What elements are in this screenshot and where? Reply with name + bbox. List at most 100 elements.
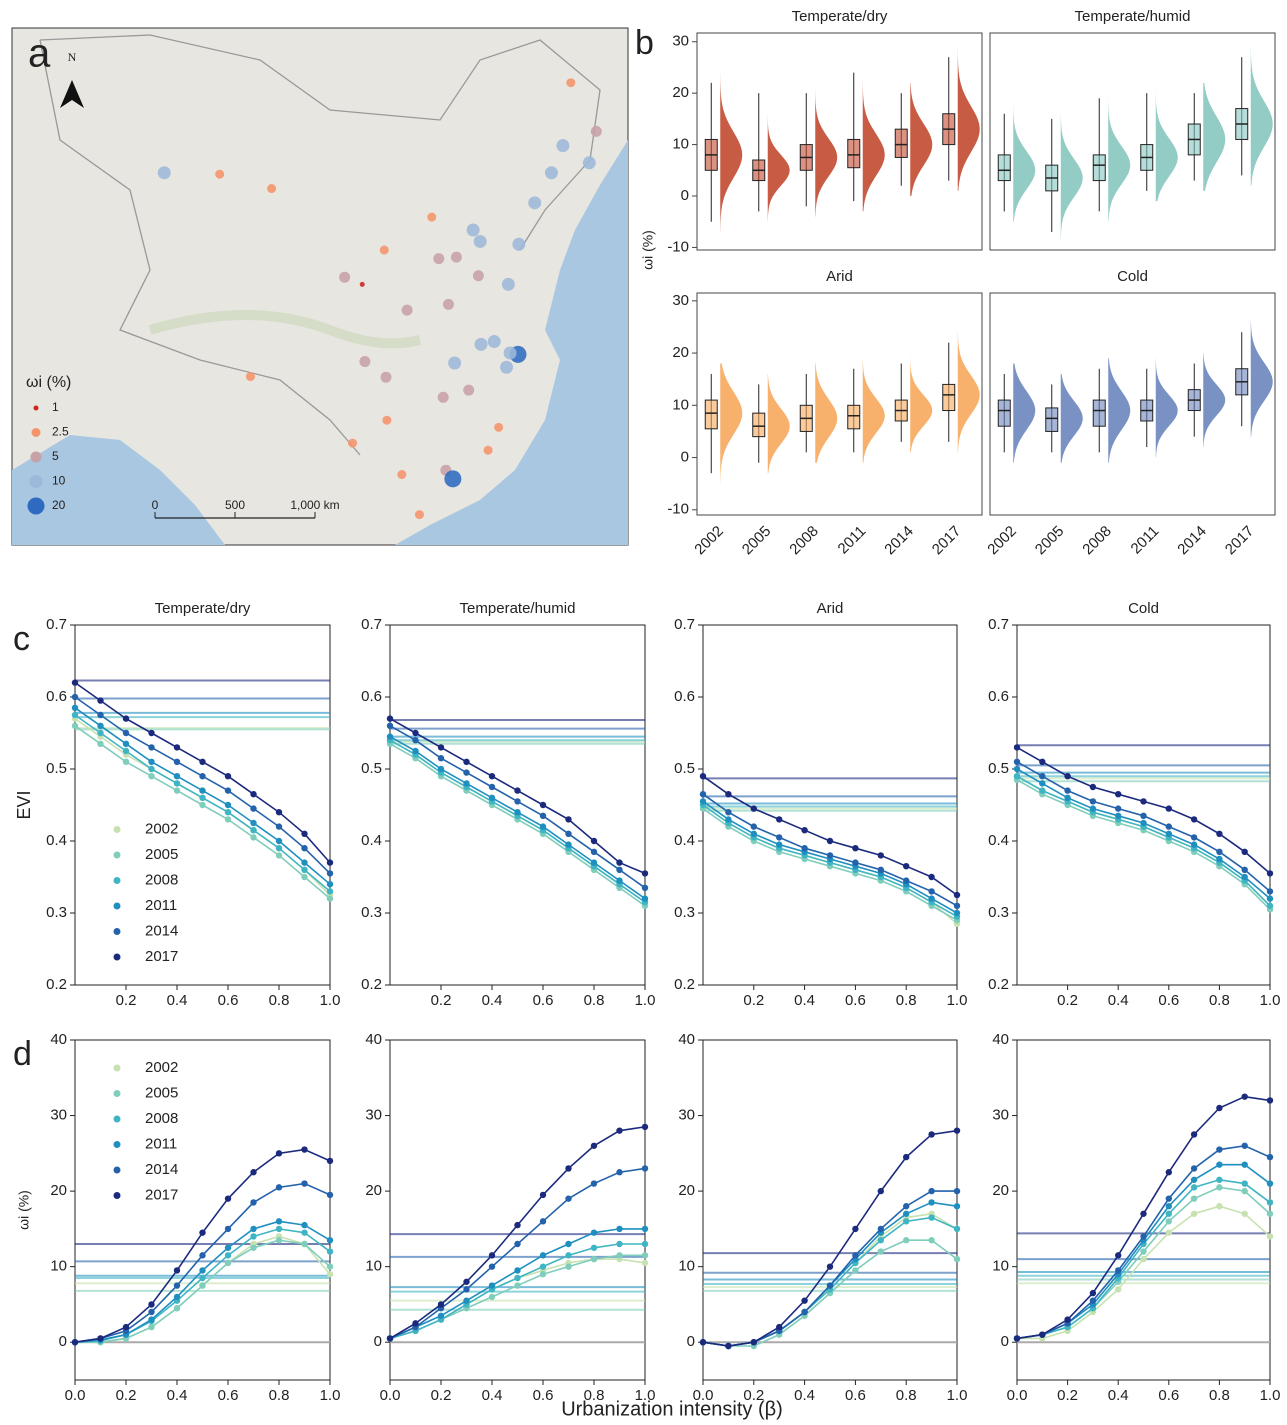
y-tick-label: 20 [365, 1182, 382, 1199]
x-tick-label: 0.4 [482, 1387, 503, 1404]
site-point [528, 196, 541, 209]
point [616, 1169, 622, 1175]
point [250, 1233, 256, 1239]
point [1166, 1195, 1172, 1201]
point [565, 1263, 571, 1269]
point [1242, 1143, 1248, 1149]
point [642, 1241, 648, 1247]
point [174, 1294, 180, 1300]
point [591, 1245, 597, 1251]
point [642, 870, 648, 876]
y-tick-label: 0.2 [674, 976, 695, 993]
point [540, 802, 546, 808]
plot-frame [697, 33, 982, 250]
point [1191, 834, 1197, 840]
legend-label: 5 [52, 449, 59, 463]
site-point [502, 278, 515, 291]
y-tick-label: 30 [365, 1107, 382, 1124]
point [1064, 787, 1070, 793]
point [438, 1301, 444, 1307]
point [489, 1294, 495, 1300]
point [928, 1214, 934, 1220]
box [848, 405, 860, 429]
point [1242, 1180, 1248, 1186]
y-tick-label: 0 [681, 187, 689, 204]
plot-frame [703, 625, 957, 985]
point [1140, 1248, 1146, 1254]
legend-label: 2002 [145, 820, 178, 837]
point [591, 1229, 597, 1235]
point [97, 712, 103, 718]
point [250, 1245, 256, 1251]
panel-title: Arid [826, 268, 853, 285]
point [954, 892, 960, 898]
point [301, 859, 307, 865]
box [895, 129, 907, 157]
box [1093, 155, 1105, 181]
box [998, 155, 1010, 181]
point [1191, 841, 1197, 847]
point [540, 813, 546, 819]
point [301, 1222, 307, 1228]
point [1064, 773, 1070, 779]
panel-label: d [13, 1035, 32, 1073]
point [1216, 1184, 1222, 1190]
legend-label: 20 [52, 498, 66, 512]
point [489, 784, 495, 790]
point [72, 679, 78, 685]
point [276, 1226, 282, 1232]
point [1267, 888, 1273, 894]
point [514, 1222, 520, 1228]
point [776, 1324, 782, 1330]
site-point [545, 166, 558, 179]
fit-line [1017, 776, 1270, 906]
point [1242, 849, 1248, 855]
legend-label: 10 [52, 474, 66, 488]
y-tick-label: 0.7 [361, 616, 382, 633]
site-point [494, 423, 503, 432]
point [148, 773, 154, 779]
point [225, 802, 231, 808]
point [438, 755, 444, 761]
point [250, 791, 256, 797]
point [1191, 816, 1197, 822]
y-tick-label: 0.7 [988, 616, 1009, 633]
point [97, 741, 103, 747]
site-point [566, 78, 575, 87]
site-point [360, 282, 365, 287]
point [174, 780, 180, 786]
point [327, 1158, 333, 1164]
point [565, 816, 571, 822]
point [463, 780, 469, 786]
point [1216, 856, 1222, 862]
point [954, 903, 960, 909]
site-point [512, 238, 525, 251]
point [878, 1237, 884, 1243]
point [1267, 1154, 1273, 1160]
point [1191, 1131, 1197, 1137]
point [327, 881, 333, 887]
legend-symbol [114, 1167, 121, 1174]
point [199, 1275, 205, 1281]
point [1191, 1165, 1197, 1171]
point [1115, 791, 1121, 797]
point [878, 852, 884, 858]
x-tick-label: 0.2 [1057, 992, 1078, 1009]
x-tick-label: 2002 [691, 523, 727, 559]
x-tick-label: 2017 [929, 523, 965, 559]
point [616, 1252, 622, 1258]
y-tick-label: 40 [50, 1031, 67, 1048]
point [852, 1226, 858, 1232]
y-tick-label: 0.6 [46, 688, 67, 705]
point [540, 1218, 546, 1224]
point [1014, 1335, 1020, 1341]
y-tick-label: 0.3 [46, 904, 67, 921]
y-tick-label: 0.5 [46, 760, 67, 777]
y-tick-label: 20 [672, 84, 689, 101]
page: aNωi (%)12.55102005001,000 kmTemperate/d… [0, 0, 1287, 1425]
point [878, 1226, 884, 1232]
point [412, 1320, 418, 1326]
point [412, 737, 418, 743]
x-tick-label: 0.4 [794, 1387, 815, 1404]
legend-label: 2014 [145, 922, 178, 939]
